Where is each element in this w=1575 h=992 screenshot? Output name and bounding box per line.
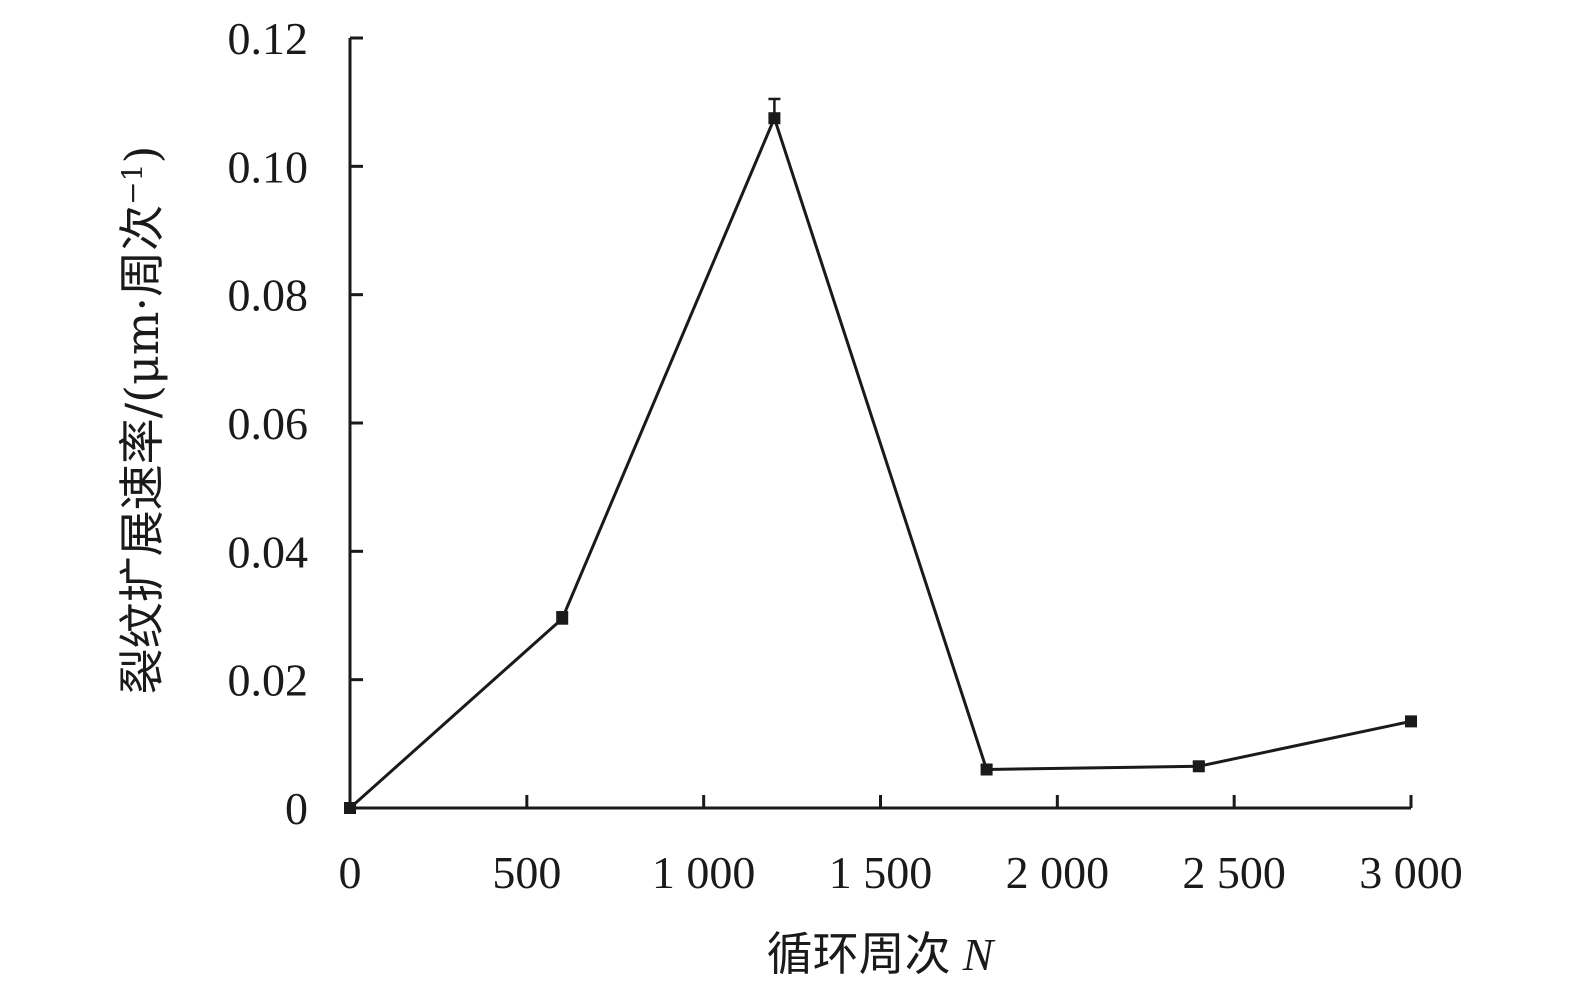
x-tick-label: 1 000 [652, 847, 756, 898]
data-point [768, 112, 781, 125]
y-tick-label: 0.06 [228, 398, 309, 449]
y-tick-label: 0.10 [228, 141, 309, 192]
x-axis-title-variable: N [962, 929, 996, 980]
y-axis-title-close: ) [115, 146, 169, 164]
x-tick-label: 500 [492, 847, 561, 898]
y-tick-label: 0 [285, 783, 308, 834]
y-axis-title-text: 裂纹扩展速率/(μm·周次 [115, 205, 169, 695]
y-tick-label: 0.12 [228, 13, 309, 64]
series-line [349, 113, 1412, 810]
x-tick-label: 2 500 [1182, 847, 1286, 898]
y-tick-label: 0.02 [228, 655, 309, 706]
data-point [344, 802, 356, 814]
y-tick-label: 0.08 [228, 270, 309, 321]
x-tick-label: 1 500 [829, 847, 933, 898]
axes [348, 38, 1411, 810]
x-axis-title-text: 循环周次 [767, 927, 951, 981]
data-point [1405, 715, 1417, 728]
x-tick-label: 3 000 [1359, 847, 1463, 898]
x-tick-label: 0 [339, 847, 362, 898]
data-point [556, 612, 569, 625]
y-axis-ticks: 0 0.02 0.04 0.06 0.08 0.10 0.12 [228, 13, 363, 834]
data-point [980, 763, 993, 776]
data-point [1192, 760, 1205, 773]
x-axis-ticks: 0 500 1 000 1 500 2 000 2 500 3 000 [339, 795, 1463, 898]
series-group [344, 97, 1417, 814]
y-axis-title: 裂纹扩展速率/(μm·周次−1) [115, 146, 169, 695]
y-axis-title-superscript: −1 [116, 164, 149, 205]
y-tick-label: 0.04 [228, 526, 309, 577]
x-axis-title: 循环周次 N [767, 927, 996, 981]
x-tick-label: 2 000 [1006, 847, 1110, 898]
